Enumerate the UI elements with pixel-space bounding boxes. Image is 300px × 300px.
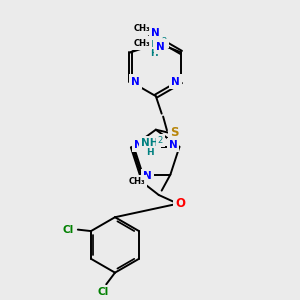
Text: N: N [156, 41, 165, 52]
Text: H: H [146, 148, 154, 157]
Text: H: H [150, 49, 158, 58]
Text: N: N [143, 171, 152, 181]
Text: NH: NH [145, 40, 163, 50]
Text: Cl: Cl [62, 225, 73, 235]
Text: 2: 2 [161, 37, 167, 46]
Text: N: N [152, 28, 160, 38]
Text: CH₃: CH₃ [134, 38, 150, 47]
Text: NH: NH [142, 138, 159, 148]
Text: N: N [172, 76, 180, 87]
Text: N: N [169, 140, 177, 150]
Text: CH₃: CH₃ [128, 177, 145, 186]
Text: S: S [170, 126, 178, 139]
Text: 2: 2 [158, 136, 163, 145]
Text: N: N [131, 76, 140, 87]
Text: O: O [176, 197, 186, 210]
Text: Cl: Cl [98, 286, 109, 297]
Text: CH₃: CH₃ [134, 24, 150, 33]
Text: N: N [134, 140, 143, 150]
